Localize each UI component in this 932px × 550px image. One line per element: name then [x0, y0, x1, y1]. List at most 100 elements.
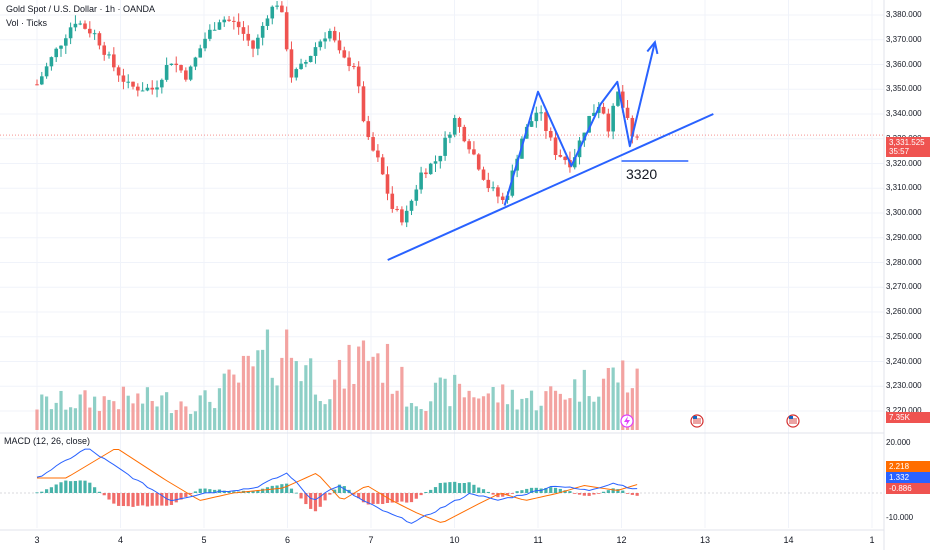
candle-body [164, 65, 169, 80]
macd-histogram-bar [64, 480, 68, 493]
macd-histogram-bar [400, 493, 404, 502]
macd-histogram-bar [299, 493, 303, 499]
macd-histogram-bar [544, 487, 548, 493]
volume-bar [141, 403, 145, 430]
volume-bar [251, 366, 255, 430]
candle-body [217, 22, 222, 30]
macd-histogram-bar [587, 493, 591, 496]
candle-body [342, 50, 347, 58]
macd-histogram-bar [294, 492, 298, 494]
candle-body [107, 54, 111, 56]
volume-bar [165, 392, 169, 430]
candle-body [625, 107, 630, 118]
volume-bar [462, 397, 466, 430]
macd-histogram-bar [592, 493, 596, 495]
macd-histogram-bar [601, 491, 606, 493]
volume-bar [529, 390, 534, 430]
candle-body [616, 91, 620, 106]
histogram-tag: -0.886 [886, 483, 930, 494]
macd-histogram-bar [35, 492, 39, 494]
candle-body [251, 40, 255, 49]
macd-histogram-bar [549, 487, 553, 493]
candle-body [313, 47, 318, 56]
volume-bar [174, 409, 178, 430]
x-tick-label: 7 [368, 535, 374, 545]
volume-bar [457, 383, 462, 430]
candle-body [371, 137, 375, 151]
volume-bar [376, 353, 380, 430]
y-tick-label: 3,340.000 [886, 109, 922, 118]
candle-body [140, 90, 145, 92]
macd-histogram-bar [165, 493, 169, 506]
volume-bar [539, 405, 543, 430]
volume-bar [227, 369, 231, 430]
volume-bar [294, 361, 298, 430]
macd-histogram-bar [630, 493, 634, 495]
volume-bar [193, 411, 198, 430]
current-price-tag: 3,331.525 35:57 [886, 137, 930, 157]
macd-histogram-bar [141, 493, 145, 506]
candle-body [150, 87, 155, 90]
volume-bar [309, 358, 313, 430]
volume-bar [265, 329, 270, 430]
candle-body [438, 155, 443, 162]
candle-body [472, 149, 476, 155]
macd-histogram-bar [328, 493, 332, 495]
candle-body [308, 55, 313, 63]
macd-histogram-bar [93, 487, 97, 493]
volume-bar [241, 355, 246, 430]
candle-body [428, 163, 433, 175]
volume-tag: 7.35K [886, 412, 930, 423]
candle-body [222, 19, 227, 23]
candle-body [500, 196, 505, 201]
volume-bar [357, 346, 361, 430]
candle-body [203, 38, 207, 49]
candle-body [54, 48, 59, 58]
macd-histogram-bar [40, 491, 44, 493]
macd-histogram-bar [198, 488, 202, 493]
trendline[interactable] [387, 113, 714, 261]
volume-bar [486, 393, 490, 430]
candle-body [236, 21, 241, 28]
candle-body [587, 115, 591, 133]
macd-histogram-bar [136, 493, 140, 506]
zigzag-path[interactable] [503, 41, 656, 206]
volume-bar [121, 386, 126, 430]
x-tick-label: 14 [783, 535, 794, 545]
macd-histogram-bar [419, 493, 423, 496]
candle-body [496, 187, 500, 197]
candle-body [424, 172, 428, 175]
macd-histogram-bar [179, 493, 183, 500]
volume-bar [179, 401, 183, 430]
macd-histogram-bar [213, 489, 217, 493]
macd-histogram-bar [246, 491, 250, 493]
macd-histogram-bar [414, 493, 418, 499]
volume-bar [150, 401, 154, 430]
macd-histogram-bar [510, 493, 514, 494]
volume-bar [88, 407, 92, 430]
candle-body [78, 23, 83, 25]
x-tick-label: 13 [699, 535, 711, 545]
candle-body [64, 38, 68, 46]
volume-bar [107, 399, 111, 430]
candle-body [414, 189, 419, 201]
macd-tick-label: -10.000 [886, 513, 914, 522]
macd-histogram-bar [155, 493, 159, 506]
volume-bar [117, 409, 121, 430]
macd-histogram-bar [160, 493, 164, 506]
macd-histogram-bar [405, 493, 409, 503]
macd-histogram-bar [477, 487, 481, 493]
volume-bar [525, 398, 529, 430]
volume-bar [395, 390, 399, 430]
macd-histogram-bar [251, 490, 255, 493]
volume-bar [45, 396, 49, 430]
macd-histogram-bar [496, 493, 500, 498]
flag-canton [693, 416, 697, 419]
volume-bar [275, 385, 279, 430]
volume-bar [304, 365, 308, 430]
volume-bar [333, 379, 337, 430]
candle-body [160, 79, 164, 88]
y-tick-label: 3,240.000 [886, 356, 922, 366]
macd-histogram-bar [227, 491, 231, 493]
